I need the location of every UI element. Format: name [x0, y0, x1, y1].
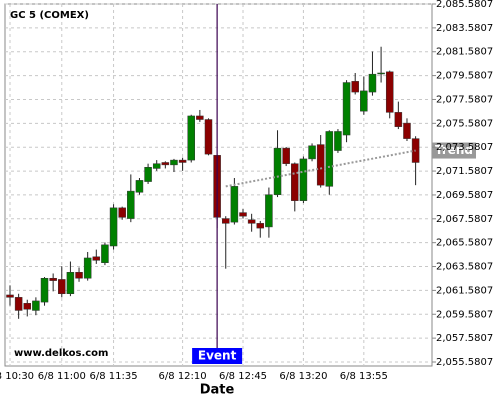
candle-body [75, 272, 83, 279]
trend-line [225, 149, 416, 188]
candle-body [23, 303, 32, 310]
event-label: Event [198, 349, 237, 363]
y-tick-label: 2,071.5807 [436, 166, 493, 177]
candle-body [66, 272, 75, 294]
y-tick-label: 2,067.5807 [436, 214, 493, 225]
y-tick-label: 2,069.5807 [436, 190, 493, 201]
y-tick-label: 2,055.5807 [436, 357, 493, 368]
candle-body [58, 279, 66, 294]
y-tick-label: 2,079.5807 [436, 71, 493, 82]
candle-body [196, 115, 204, 120]
candle-body [6, 294, 14, 298]
y-tick-label: 2,083.5807 [436, 23, 493, 34]
trend-label-box [432, 142, 476, 159]
trend-label: Trend [435, 143, 473, 157]
y-tick-label: 2,081.5807 [436, 47, 493, 58]
y-tick-label: 2,075.5807 [436, 118, 493, 129]
candle-body [273, 147, 282, 195]
candle-body [170, 159, 178, 166]
candle-body [342, 82, 351, 136]
candle-body [308, 145, 316, 160]
y-tick-label: 2,063.5807 [436, 262, 493, 273]
candle-body [256, 223, 265, 229]
candle-body [109, 207, 118, 247]
x-tick-label: 6/8 12:10 [159, 371, 207, 382]
candle-body [247, 219, 256, 224]
y-tick-label: 2,057.5807 [436, 333, 493, 344]
y-tick-label: 2,085.5807 [436, 0, 493, 10]
candle-body [403, 122, 411, 139]
candle-body [40, 277, 49, 303]
y-tick-label: 2,065.5807 [436, 238, 493, 249]
candle-body [385, 71, 394, 113]
candle-body [83, 257, 92, 279]
candle-body [299, 158, 308, 201]
candle-body [368, 73, 377, 93]
candle-body [127, 190, 135, 219]
candle-body [178, 159, 187, 163]
x-tick-label: 6/8 11:00 [38, 371, 86, 382]
y-tick-label: 2,077.5807 [436, 94, 493, 105]
x-tick-label: 6/8 13:20 [279, 371, 327, 382]
candle-body [32, 300, 40, 311]
y-tick-label: 2,073.5807 [436, 142, 493, 153]
candle-body [360, 90, 368, 112]
y-tick-label: 2,061.5807 [436, 285, 493, 296]
candle-body [92, 256, 101, 261]
candle-body [282, 147, 290, 164]
chart-title: GC 5 (COMEX) [10, 10, 89, 21]
candle-body [187, 115, 195, 161]
candle-body [161, 162, 170, 166]
y-tick-label: 2,059.5807 [436, 309, 493, 320]
candle-body [291, 163, 299, 201]
candle-body [334, 131, 342, 151]
event-label-box [192, 348, 243, 364]
candle-body [316, 144, 325, 186]
candle-body [239, 212, 247, 217]
x-tick-label: 6/8 10:30 [0, 371, 34, 382]
candle-body [222, 218, 230, 224]
candle-body [377, 72, 385, 75]
x-tick-label: 6/8 11:35 [90, 371, 138, 382]
x-tick-label: 6/8 13:55 [340, 371, 388, 382]
candle-body [118, 207, 126, 218]
candle-body [152, 163, 161, 169]
candle-body [394, 112, 403, 127]
watermark: www.delkos.com [14, 348, 108, 359]
candle-body [204, 119, 213, 155]
x-axis-label: Date [200, 383, 235, 398]
candle-body [135, 180, 144, 193]
candle-body [230, 186, 239, 223]
candle-body [101, 244, 109, 263]
candle-body [265, 194, 273, 228]
candle-body [49, 277, 57, 281]
candle-body [144, 167, 152, 182]
candle-body [351, 81, 359, 93]
candle-body [14, 297, 23, 311]
x-tick-label: 6/8 12:45 [219, 371, 267, 382]
candle-body [325, 131, 334, 187]
